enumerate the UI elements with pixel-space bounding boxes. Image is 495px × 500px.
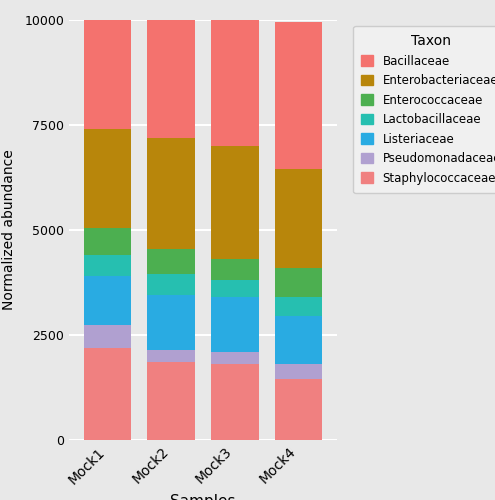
Bar	[84, 255, 131, 276]
Bar	[275, 268, 322, 297]
Bar	[148, 138, 195, 249]
Bar	[84, 348, 131, 440]
Bar	[211, 146, 258, 260]
Bar	[148, 274, 195, 295]
Bar	[84, 324, 131, 347]
Bar	[84, 20, 131, 129]
Bar	[275, 169, 322, 268]
Bar	[211, 364, 258, 440]
Bar	[148, 295, 195, 350]
X-axis label: Samples: Samples	[170, 494, 236, 500]
Bar	[211, 20, 258, 146]
Bar	[275, 379, 322, 440]
Bar	[148, 20, 195, 138]
Bar	[84, 129, 131, 228]
Bar	[275, 316, 322, 364]
Bar	[148, 249, 195, 274]
Bar	[211, 280, 258, 297]
Bar	[275, 297, 322, 316]
Bar	[211, 260, 258, 280]
Bar	[275, 364, 322, 379]
Bar	[275, 22, 322, 169]
Bar	[84, 228, 131, 255]
Y-axis label: Normalized abundance: Normalized abundance	[2, 150, 16, 310]
Bar	[148, 362, 195, 440]
Bar	[148, 350, 195, 362]
Legend: Bacillaceae, Enterobacteriaceae, Enterococcaceae, Lactobacillaceae, Listeriaceae: Bacillaceae, Enterobacteriaceae, Enteroc…	[353, 26, 495, 193]
Bar	[211, 297, 258, 352]
Bar	[84, 276, 131, 324]
Bar	[211, 352, 258, 364]
